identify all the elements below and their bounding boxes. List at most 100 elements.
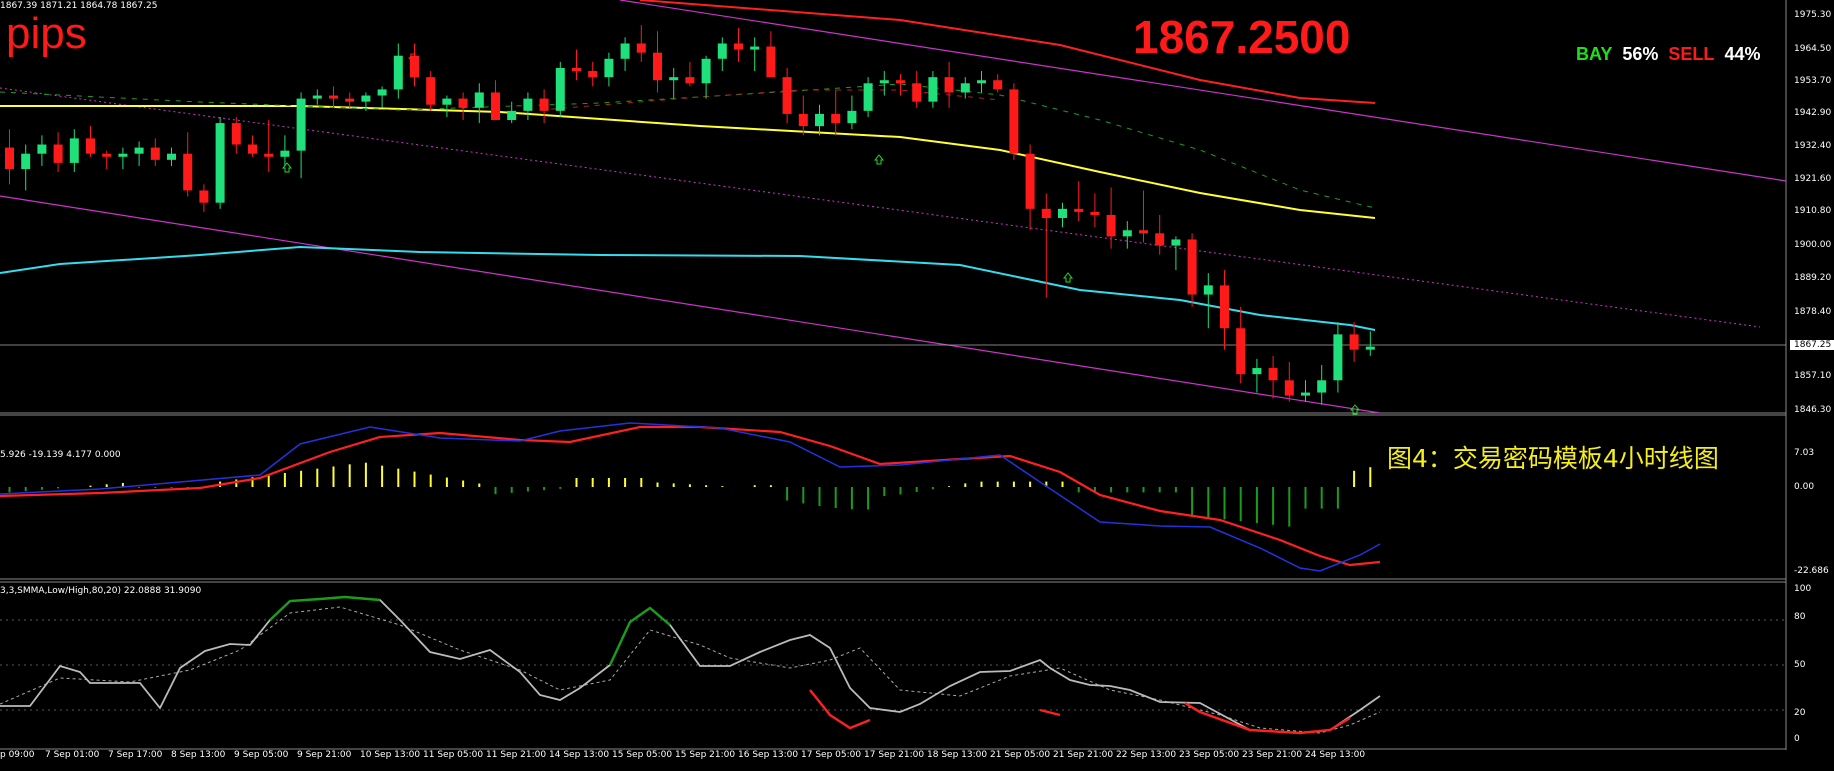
candle-body: [37, 144, 47, 154]
candle-body: [798, 113, 808, 127]
candle-body: [167, 153, 176, 160]
pips-label: pips: [6, 9, 87, 58]
candle-body: [1090, 211, 1100, 215]
candle-body: [1155, 233, 1165, 246]
buy-signal-arrow: [873, 154, 885, 165]
candle-body: [345, 98, 355, 102]
stoch-axis-tick: 50: [1794, 660, 1806, 670]
candle-body: [102, 153, 112, 157]
candle-body: [782, 77, 792, 114]
candle-body: [215, 123, 225, 203]
macd-axis-tick: 7.03: [1794, 448, 1815, 458]
price-axis-tick: 1857.10: [1794, 371, 1832, 381]
candle-body: [248, 144, 257, 154]
stoch-overbought-segment: [608, 606, 671, 666]
candle-body: [977, 80, 986, 84]
candle-body: [21, 153, 31, 170]
current-price-display: 1867.2500: [1133, 11, 1351, 63]
stoch-oversold-segment: [1184, 701, 1351, 735]
candle-body: [1284, 380, 1294, 396]
candle-body: [912, 83, 922, 102]
candle-body: [442, 98, 452, 105]
price-axis-tick: 1889.20: [1794, 273, 1832, 283]
channel-upper: [619, 0, 1787, 182]
time-axis-tick: 7 Sep 17:00: [108, 750, 163, 760]
time-axis-tick: 11 Sep 05:00: [423, 750, 484, 760]
time-axis-tick: 18 Sep 13:00: [927, 750, 988, 760]
candle-body: [669, 77, 679, 81]
candle-body: [1236, 328, 1246, 375]
time-axis-tick: 22 Sep 13:00: [1116, 750, 1177, 760]
stoch-oversold-segment: [1039, 708, 1061, 717]
stoch-axis-tick: 100: [1794, 584, 1812, 594]
macd-indicator-label: 5.926 -19.139 4.177 0.000: [0, 450, 121, 460]
candle-body: [134, 147, 144, 154]
stoch-axis-tick: 20: [1794, 708, 1806, 718]
candle-body: [1171, 239, 1181, 246]
candle-body: [620, 43, 630, 59]
candle-body: [1058, 208, 1067, 219]
candle-body: [1187, 239, 1197, 295]
candle-body: [329, 95, 338, 99]
time-axis-tick: 9 Sep 21:00: [297, 750, 352, 760]
chart-caption: 图4：交易密码模板4小时线图: [1387, 444, 1719, 473]
candle-body: [1349, 334, 1359, 350]
price-axis-tick: 1878.40: [1794, 307, 1832, 317]
candle-body: [636, 43, 646, 53]
buy-label: BAY: [1576, 44, 1613, 64]
sell-signal-arrow: [407, 53, 419, 64]
candle-body: [960, 83, 970, 93]
price-axis-tick: 1910.80: [1794, 206, 1832, 216]
time-axis-tick: p 09:00: [0, 750, 35, 760]
price-axis-tick: 1964.50: [1794, 44, 1832, 54]
candle-body: [928, 77, 938, 102]
ma-red-line: [639, 0, 1376, 104]
time-axis-tick: 17 Sep 05:00: [801, 750, 862, 760]
time-axis-tick: 15 Sep 05:00: [612, 750, 673, 760]
channel-middle: [0, 87, 1761, 328]
buy-signal-arrow: [281, 162, 293, 173]
candle-body: [815, 113, 824, 127]
current-price-tag: 1867.25: [1790, 340, 1834, 350]
price-axis-tick: 1953.70: [1794, 76, 1832, 86]
candle-body: [361, 95, 371, 102]
ma-cyan-line: [0, 245, 1376, 331]
time-axis-tick: 11 Sep 21:00: [486, 750, 547, 760]
candle-body: [118, 153, 128, 157]
time-axis-tick: 21 Sep 05:00: [990, 750, 1051, 760]
candle-body: [426, 77, 436, 105]
stoch-signal-line: [0, 606, 1381, 734]
time-axis-tick: 24 Sep 13:00: [1305, 750, 1366, 760]
candle-body: [685, 77, 695, 84]
candle-body: [1333, 334, 1343, 381]
candle-body: [653, 52, 662, 81]
candle-body: [1074, 208, 1084, 212]
candle-body: [86, 138, 95, 154]
candle-body: [312, 95, 322, 99]
candle-body: [555, 67, 565, 111]
stoch-oversold-segment: [809, 689, 871, 730]
candle-body: [879, 80, 889, 84]
candle-body: [53, 144, 63, 163]
buy-signal-arrow: [1349, 404, 1361, 415]
macd-signal-line: [0, 425, 1381, 567]
candle-body: [183, 153, 193, 191]
time-axis-tick: 23 Sep 21:00: [1242, 750, 1303, 760]
candle-body: [296, 98, 306, 151]
candle-body: [539, 98, 549, 111]
macd-axis-tick: 0.00: [1794, 482, 1815, 492]
candle-body: [280, 150, 290, 157]
sell-percent: 44%: [1724, 44, 1761, 64]
stoch-overbought-segment: [269, 595, 381, 621]
price-axis-tick: 1942.90: [1794, 108, 1832, 118]
time-axis-tick: 16 Sep 13:00: [738, 750, 799, 760]
candle-body: [604, 58, 614, 78]
candle-body: [847, 110, 857, 124]
candle-body: [523, 98, 533, 111]
time-axis-tick: 9 Sep 05:00: [234, 750, 289, 760]
macd-main-line: [0, 422, 1381, 572]
candle-body: [69, 138, 79, 163]
candle-body: [944, 77, 954, 93]
stochastic-indicator-label: 3,3,SMMA,Low/High,80,20) 22.0888 31.9090: [0, 586, 202, 596]
